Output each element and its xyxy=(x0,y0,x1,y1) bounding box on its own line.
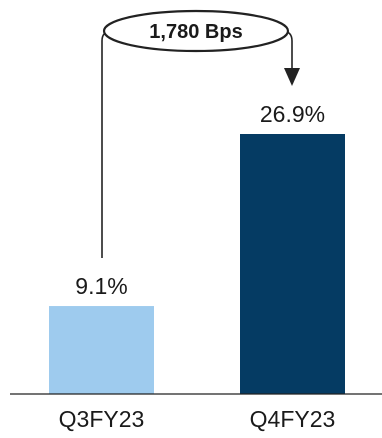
change-callout: 1,780 Bps xyxy=(101,9,300,258)
bar-q3fy23 xyxy=(49,306,154,394)
value-label-q4fy23: 26.9% xyxy=(260,101,325,127)
category-labels-group: Q3FY23 Q4FY23 xyxy=(59,406,336,432)
callout-label: 1,780 Bps xyxy=(149,21,242,43)
category-label-q4fy23: Q4FY23 xyxy=(250,406,336,432)
value-labels-group: 9.1% 26.9% xyxy=(75,101,325,299)
bars-group xyxy=(49,134,345,394)
category-label-q3fy23: Q3FY23 xyxy=(59,406,145,432)
callout-arrowhead xyxy=(284,68,300,86)
callout-ellipse xyxy=(102,9,290,53)
bar-q4fy23 xyxy=(240,134,345,394)
value-label-q3fy23: 9.1% xyxy=(75,273,127,299)
